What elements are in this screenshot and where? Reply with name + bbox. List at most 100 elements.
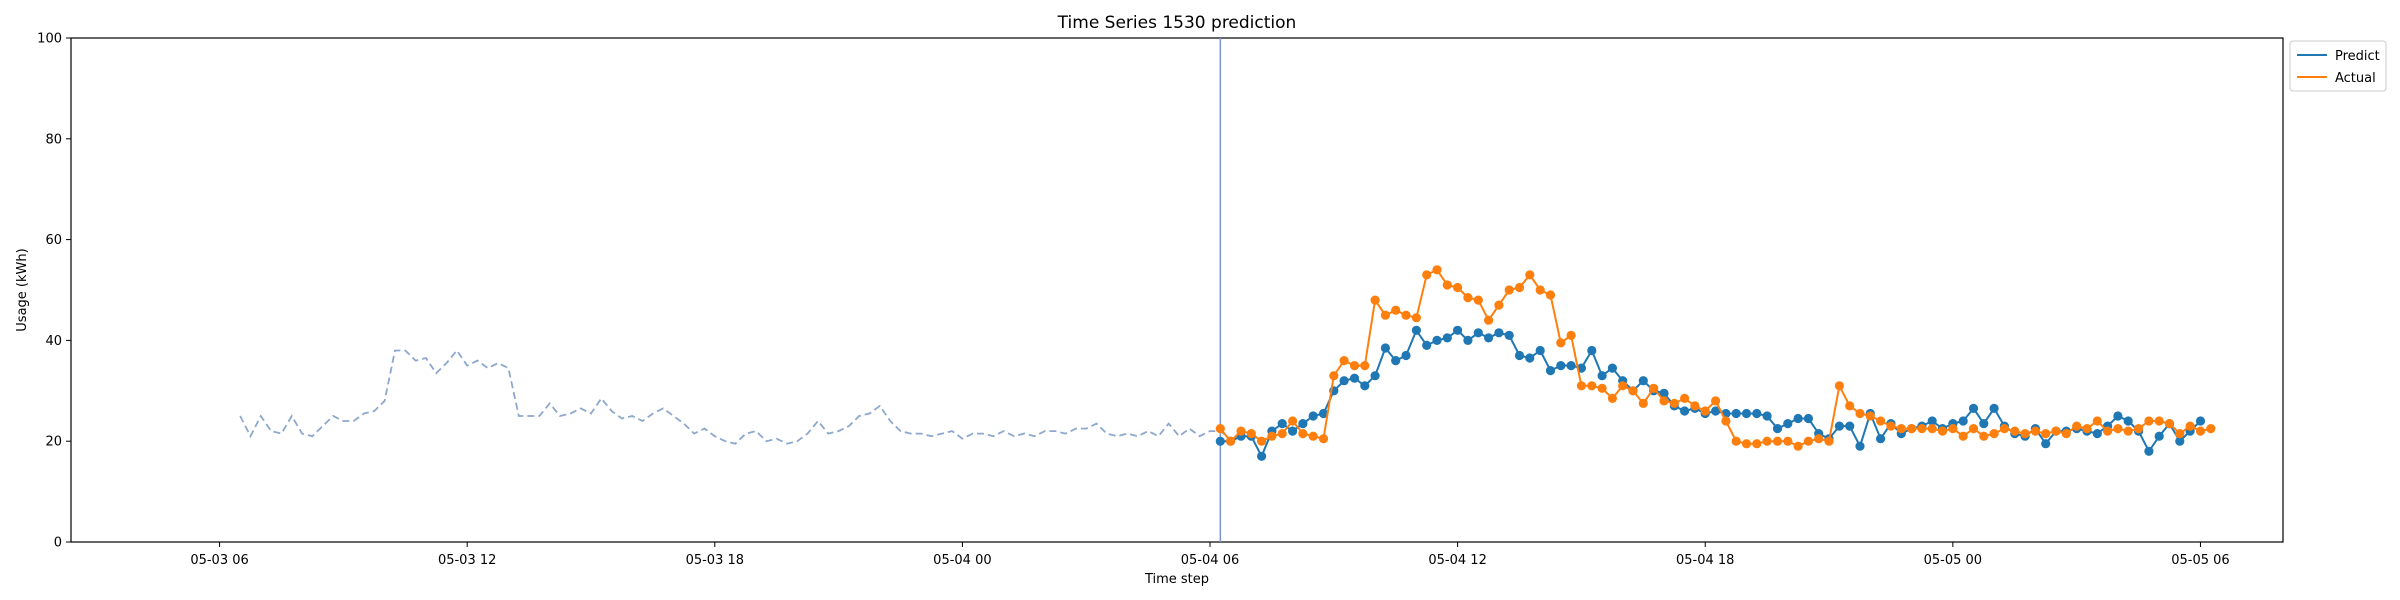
actual-point	[1298, 429, 1308, 439]
predict-point	[1339, 376, 1349, 386]
predict-point	[1927, 416, 1937, 426]
actual-point	[1360, 361, 1370, 371]
x-tick-label: 05-04 06	[1181, 553, 1239, 568]
actual-point	[1803, 436, 1813, 446]
actual-point	[1845, 401, 1855, 411]
actual-point	[1886, 421, 1896, 431]
x-tick-label: 05-05 06	[2171, 553, 2229, 568]
predict-point	[1463, 335, 1473, 345]
actual-point	[1607, 393, 1617, 403]
predict-point	[1556, 361, 1566, 371]
predict-point	[2154, 431, 2164, 441]
actual-point	[1576, 381, 1586, 391]
predict-point	[1607, 363, 1617, 373]
predict-point	[1298, 419, 1308, 429]
actual-point	[1711, 396, 1721, 406]
predict-point	[2092, 429, 2102, 439]
actual-point	[2154, 416, 2164, 426]
actual-point	[1587, 381, 1597, 391]
actual-point	[1638, 398, 1648, 408]
predict-point	[1545, 366, 1556, 376]
actual-point	[2175, 429, 2185, 439]
predict-point	[1968, 403, 1979, 413]
actual-point	[1370, 295, 1380, 305]
actual-point	[1339, 356, 1349, 366]
x-tick-label: 05-04 18	[1676, 553, 1734, 568]
plot-content	[239, 38, 2216, 542]
predict-point	[1597, 371, 1607, 381]
actual-point	[1659, 396, 1669, 406]
actual-point	[2164, 419, 2175, 429]
actual-point	[1917, 424, 1927, 434]
actual-point	[1473, 295, 1483, 305]
predict-point	[1432, 335, 1442, 345]
legend-predict-label: Predict	[2335, 49, 2380, 64]
predict-point	[1473, 328, 1483, 338]
actual-point	[1422, 270, 1432, 280]
predict-point	[1318, 408, 1329, 419]
actual-point	[1246, 429, 1256, 439]
predict-point	[2041, 439, 2051, 449]
predict-point	[1494, 328, 1504, 338]
predict-point	[1566, 361, 1576, 371]
actual-point	[1432, 265, 1442, 275]
predict-point	[1453, 325, 1463, 335]
predict-point	[1587, 345, 1597, 356]
predict-point	[1845, 421, 1855, 431]
predict-point	[2144, 446, 2154, 456]
x-tick-label: 05-04 12	[1428, 553, 1486, 568]
x-tick-label: 05-05 00	[1924, 553, 1982, 568]
legend-box	[2289, 40, 2387, 92]
actual-point	[1793, 441, 1803, 451]
predict-point	[1525, 353, 1535, 363]
actual-point	[2010, 426, 2020, 436]
predict-point	[1411, 325, 1421, 335]
actual-point	[1834, 381, 1844, 391]
actual-point	[1649, 383, 1659, 393]
y-tick-label: 60	[45, 233, 62, 248]
predict-point	[1380, 343, 1390, 353]
actual-point	[1979, 431, 1989, 441]
predict-point	[2113, 411, 2123, 421]
actual-point	[2144, 416, 2154, 426]
actual-point	[1504, 285, 1514, 295]
predict-point	[1484, 333, 1494, 343]
predict-point	[1741, 408, 1752, 419]
actual-point	[1226, 436, 1236, 446]
predict-point	[1855, 441, 1865, 451]
actual-point	[1380, 310, 1390, 320]
y-axis: 0 20 40 60 80 100	[37, 32, 71, 551]
actual-point	[1968, 424, 1979, 434]
actual-point	[1288, 416, 1298, 426]
actual-point	[1948, 424, 1958, 434]
actual-series	[1215, 265, 2216, 451]
predict-point	[1535, 345, 1545, 356]
actual-point	[1731, 436, 1741, 446]
actual-point	[1628, 386, 1638, 396]
actual-point	[1958, 431, 1968, 441]
actual-point	[1308, 431, 1318, 441]
predict-point	[1711, 406, 1721, 416]
predict-point	[2175, 436, 2185, 446]
actual-point	[1556, 338, 1566, 348]
actual-point	[2092, 416, 2102, 426]
actual-point	[1236, 426, 1246, 436]
actual-point	[1669, 398, 1679, 408]
predict-point	[1638, 376, 1648, 386]
actual-line	[1219, 268, 2212, 448]
actual-point	[1535, 285, 1545, 295]
legend: Predict Actual	[2289, 40, 2387, 92]
x-axis: 05-03 06 05-03 12 05-03 18 05-04 00 05-04 06…	[190, 542, 2230, 568]
predict-point	[1391, 356, 1401, 366]
actual-point	[1989, 429, 1999, 439]
actual-point	[1876, 416, 1886, 426]
actual-point	[2185, 421, 2195, 431]
actual-point	[1927, 424, 1937, 434]
history-line	[239, 349, 1232, 445]
predict-point	[1834, 421, 1844, 431]
x-axis-label: Time step	[1144, 572, 1209, 587]
actual-point	[1680, 393, 1690, 403]
actual-point	[1896, 424, 1906, 434]
actual-point	[1391, 305, 1401, 315]
y-tick-label: 80	[45, 132, 62, 147]
